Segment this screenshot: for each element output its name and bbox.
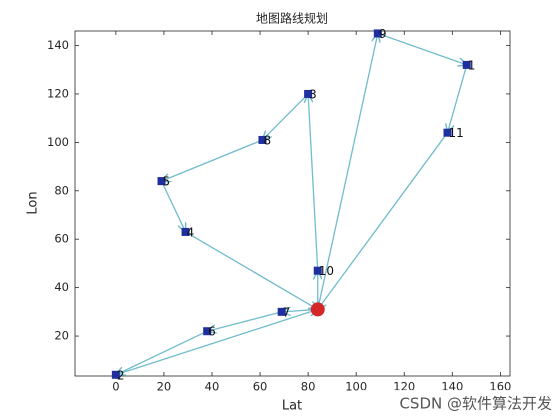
customer-point	[373, 29, 382, 38]
y-tick-label: 120	[47, 86, 69, 100]
point-label: 5	[163, 175, 171, 189]
point-label: 11	[449, 126, 464, 140]
route-segment	[116, 330, 208, 375]
customer-point	[443, 128, 452, 137]
point-label: 1	[468, 58, 476, 72]
y-tick-label: 60	[54, 232, 69, 246]
axes-box	[74, 30, 511, 377]
point-label: 9	[379, 27, 387, 41]
customer-point	[181, 227, 190, 236]
point-label: 7	[283, 305, 291, 319]
point-label: 8	[263, 133, 271, 147]
customer-point	[111, 370, 120, 379]
route-segment	[377, 32, 467, 64]
route-segment	[207, 311, 282, 331]
y-tick-label: 20	[54, 329, 69, 343]
customer-point	[462, 60, 471, 69]
route-segment	[162, 139, 263, 181]
point-label: 6	[208, 325, 216, 339]
point-label: 2	[117, 368, 125, 382]
route-segment	[448, 64, 468, 133]
customer-point	[157, 177, 166, 186]
route-segment	[185, 231, 318, 309]
x-tick-label: 60	[253, 380, 268, 394]
watermark: CSDN @软件算法开发	[399, 395, 552, 413]
customer-point	[313, 266, 322, 275]
y-tick-label: 100	[47, 135, 69, 149]
route-segment	[318, 132, 449, 310]
customer-point	[277, 307, 286, 316]
y-tick-label: 80	[54, 183, 69, 197]
x-tick-label: 0	[112, 380, 119, 394]
x-axis-label: Lat	[282, 399, 302, 414]
y-tick-label: 40	[54, 280, 69, 294]
x-tick-label: 40	[205, 380, 220, 394]
route-segment	[308, 94, 319, 271]
customer-point	[203, 327, 212, 336]
chart-title: 地图路线规划	[256, 11, 328, 26]
customer-point	[258, 135, 267, 144]
y-tick-label: 140	[47, 38, 69, 52]
depot	[310, 302, 325, 317]
route-segment	[115, 309, 318, 376]
point-label: 3	[309, 87, 317, 101]
route-segment	[317, 33, 378, 310]
route-segment	[160, 180, 186, 232]
route-segment	[262, 93, 309, 140]
point-label: 4	[187, 225, 195, 239]
customer-point	[304, 89, 313, 98]
x-tick-label: 20	[157, 380, 172, 394]
watermark-bg	[360, 390, 560, 420]
point-label: 10	[319, 264, 334, 278]
x-tick-label: 80	[301, 380, 316, 394]
y-axis-label: Lon	[26, 191, 41, 214]
